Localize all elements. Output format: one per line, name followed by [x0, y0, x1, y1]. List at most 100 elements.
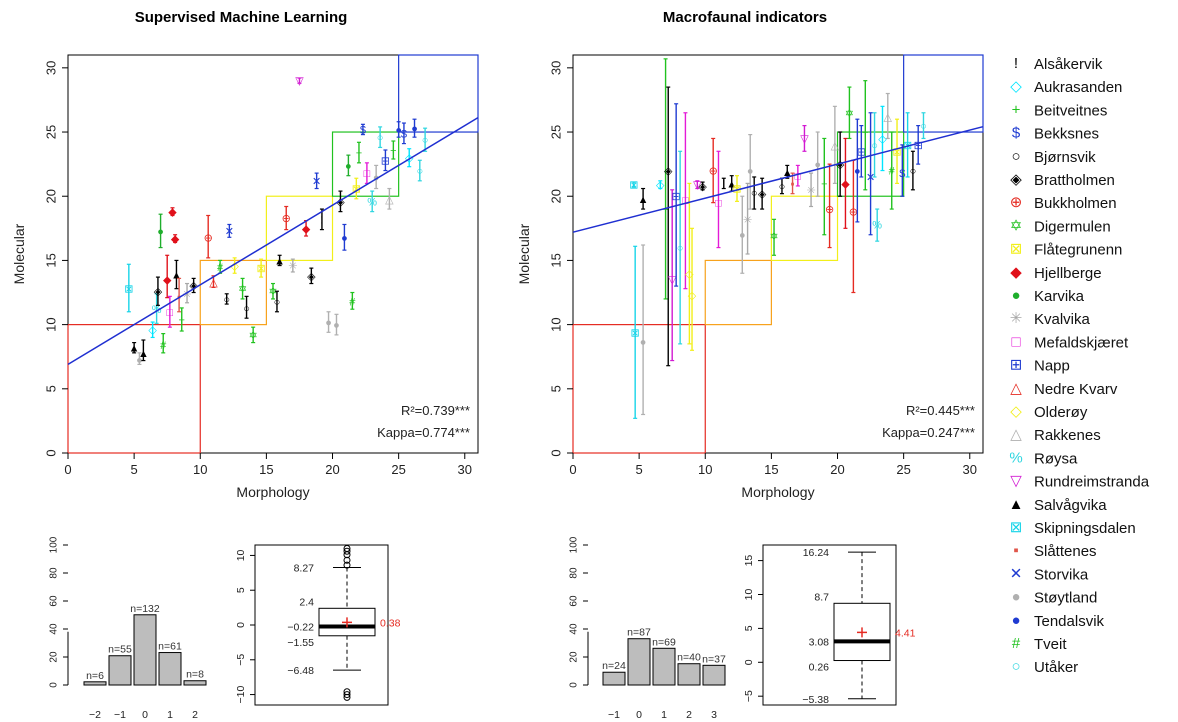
data-point: % — [367, 196, 377, 208]
regression-line — [67, 117, 479, 366]
data-point: ✳ — [182, 289, 191, 301]
x-tick-label: 0 — [569, 462, 576, 477]
data-point: ○ — [910, 166, 917, 178]
median-label: 3.08 — [809, 636, 830, 648]
y-tick-label: 15 — [548, 253, 563, 267]
data-point: ● — [373, 172, 380, 184]
data-point: ✳ — [806, 185, 815, 197]
class-box — [265, 195, 334, 262]
data-point: ⊕ — [282, 213, 291, 225]
data-point: □ — [795, 171, 802, 183]
data-point: $ — [360, 124, 366, 136]
data-point: ▲ — [129, 343, 140, 355]
legend-label: Tendalsvik — [1034, 613, 1105, 630]
median-label: −0.22 — [287, 622, 314, 634]
whisker-low-label: −5.38 — [802, 694, 829, 706]
data-point: ⊕ — [204, 232, 213, 244]
legend-label: Hjellberge — [1034, 265, 1102, 282]
y-tick-label: 30 — [43, 61, 58, 75]
data-point: ● — [345, 160, 352, 172]
y-axis-label: Molecular — [11, 223, 27, 284]
data-point: ◇ — [656, 180, 665, 192]
scatter-plot-supervised-ml: ⊠▲●▲◇%◈●#◆□◆◆▲▪+✳◈⊕△#○✕◇✡○✡⊠✡○▲⊕✳▽◆◈✕!●●… — [11, 54, 479, 500]
data-point: ● — [854, 166, 861, 178]
data-point: + — [356, 148, 362, 160]
legend-symbol: ◈ — [1010, 171, 1022, 188]
y-tick-label: 60 — [569, 595, 580, 607]
data-point: ! — [722, 178, 725, 190]
y-tick-label: 0 — [548, 449, 563, 456]
legend-symbol: ⊠ — [1010, 241, 1023, 258]
y-tick-label: 20 — [548, 189, 563, 203]
data-point: □ — [364, 168, 371, 180]
bar-chart-macrofaunal-differences: 0 20 40 60 80 100 n=24 −1 n=87 0 n=69 1 n=40 2 n=37 3 — [569, 536, 726, 721]
class-box — [903, 54, 984, 133]
bar — [652, 647, 676, 686]
legend-label: Rundreimstranda — [1034, 474, 1150, 491]
legend-label: Alsåkervik — [1034, 56, 1103, 73]
legend-symbol: ● — [1011, 612, 1020, 629]
data-point: ✡ — [769, 231, 778, 243]
outlier-point — [343, 693, 351, 701]
data-point: ● — [325, 317, 332, 329]
legend-symbol: ! — [1014, 55, 1018, 72]
data-point: ○ — [422, 135, 429, 147]
data-point: ▲ — [138, 348, 149, 360]
data-point: # — [160, 340, 167, 352]
data-point: + — [662, 204, 668, 216]
data-point: ◇ — [230, 261, 239, 273]
regression-line — [572, 125, 984, 233]
data-point: ○ — [871, 140, 878, 152]
legend-label: Karvika — [1034, 288, 1085, 305]
y-tick-label: 10 — [43, 317, 58, 331]
plot-frame — [67, 54, 479, 454]
bar-data-label: n=40 — [677, 652, 701, 664]
x-tick-label: 0 — [64, 462, 71, 477]
mean-label: 0.38 — [380, 617, 401, 629]
data-point: ● — [333, 320, 340, 332]
legend-symbol: ✳ — [1010, 310, 1023, 327]
data-point: ✕ — [225, 226, 234, 238]
data-point: ◆ — [168, 207, 177, 219]
legend-symbol: ⊠ — [1010, 519, 1023, 536]
bar-category-label: −1 — [114, 709, 126, 721]
q3-label: 2.4 — [299, 596, 314, 608]
legend-symbol: ◇ — [1010, 78, 1022, 95]
bar — [627, 638, 651, 686]
data-point: ◈ — [189, 280, 198, 292]
class-box — [331, 131, 400, 197]
y-tick-label: −5 — [235, 654, 247, 666]
whisker-high-label: 8.27 — [294, 562, 315, 574]
y-tick-label: 5 — [43, 385, 58, 392]
data-point: # — [889, 166, 896, 178]
y-tick-label: 100 — [49, 536, 60, 553]
y-tick-label: 10 — [235, 549, 247, 561]
legend-label: Rakkenes — [1034, 427, 1101, 444]
x-tick-label: 20 — [325, 462, 339, 477]
legend-symbol: ● — [1011, 589, 1020, 606]
bar-data-label: n=61 — [158, 641, 182, 653]
legend-label: Salvågvika — [1034, 497, 1107, 514]
data-point: ● — [411, 123, 418, 135]
q3-label: 8.7 — [814, 591, 829, 603]
data-point: ○ — [920, 121, 927, 133]
data-point: ✡ — [249, 330, 258, 342]
data-point: ○ — [751, 187, 758, 199]
data-point: ◈ — [336, 196, 345, 208]
legend-symbol: ● — [1011, 287, 1020, 304]
data-point: ✳ — [743, 214, 752, 226]
data-point: ○ — [274, 297, 281, 309]
data-point: △ — [385, 194, 394, 206]
y-tick-label: 0 — [43, 449, 58, 456]
data-point: ⊕ — [709, 166, 718, 178]
box-frame — [762, 544, 897, 706]
y-tick-label: 20 — [569, 651, 580, 663]
data-point: ● — [640, 336, 647, 348]
data-point: ◈ — [698, 181, 707, 193]
data-point: ✕ — [312, 176, 321, 188]
data-point: ● — [157, 226, 164, 238]
data-point: ▲ — [782, 167, 793, 179]
bar-data-label: n=37 — [702, 653, 726, 665]
bar — [83, 681, 107, 686]
legend-label: Digermulen — [1034, 218, 1111, 235]
